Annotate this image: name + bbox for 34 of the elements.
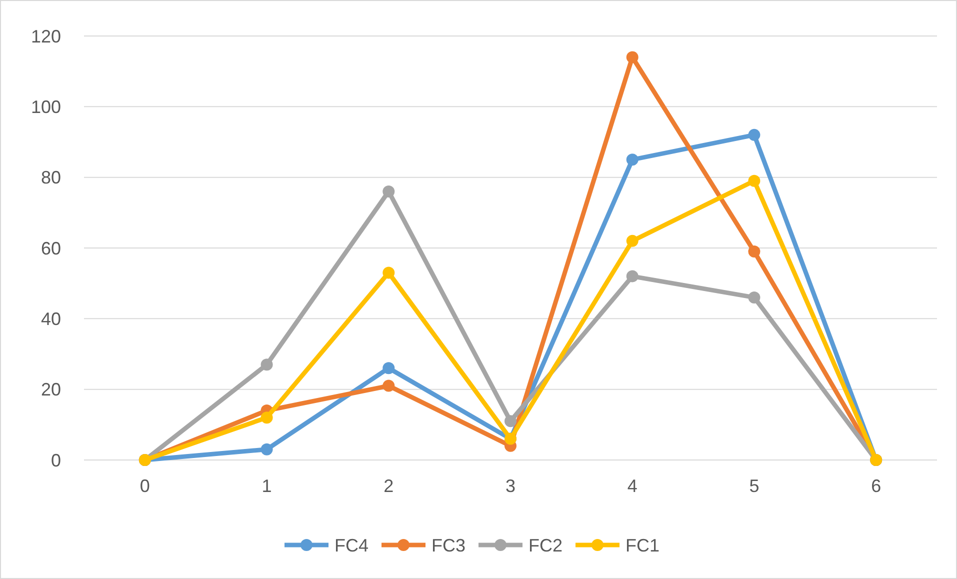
point [260,443,273,456]
x-tick-label: 0 [140,476,150,496]
point [626,234,638,247]
x-tick-label: 2 [384,476,394,496]
y-tick-label: 80 [40,168,61,188]
x-tick-label: 3 [505,476,516,496]
point [260,412,273,424]
point [382,362,395,374]
point [626,51,638,64]
point [382,266,395,279]
y-tick-label: 100 [30,96,61,117]
y-tick-label: 0 [50,450,61,470]
point [748,291,760,304]
point [382,380,395,392]
legend-label: FC2 [528,535,563,556]
y-tick-label: 60 [40,238,61,258]
x-tick-label: 4 [627,476,638,496]
point [504,415,516,428]
x-tick-label: 6 [871,476,882,496]
x-tick-label: 5 [749,476,760,496]
y-tick-label: 20 [40,380,61,400]
y-tick-label: 120 [30,26,61,46]
legend-label: FC1 [626,535,660,556]
point [626,270,638,282]
legend-label: FC3 [432,535,466,556]
point [748,174,760,187]
legend-label: FC4 [334,535,369,556]
point [626,154,638,166]
point [748,246,760,258]
x-tick-label: 1 [262,476,272,496]
point [260,358,273,371]
point [382,185,395,198]
point [748,128,760,141]
y-tick-label: 40 [40,308,61,329]
